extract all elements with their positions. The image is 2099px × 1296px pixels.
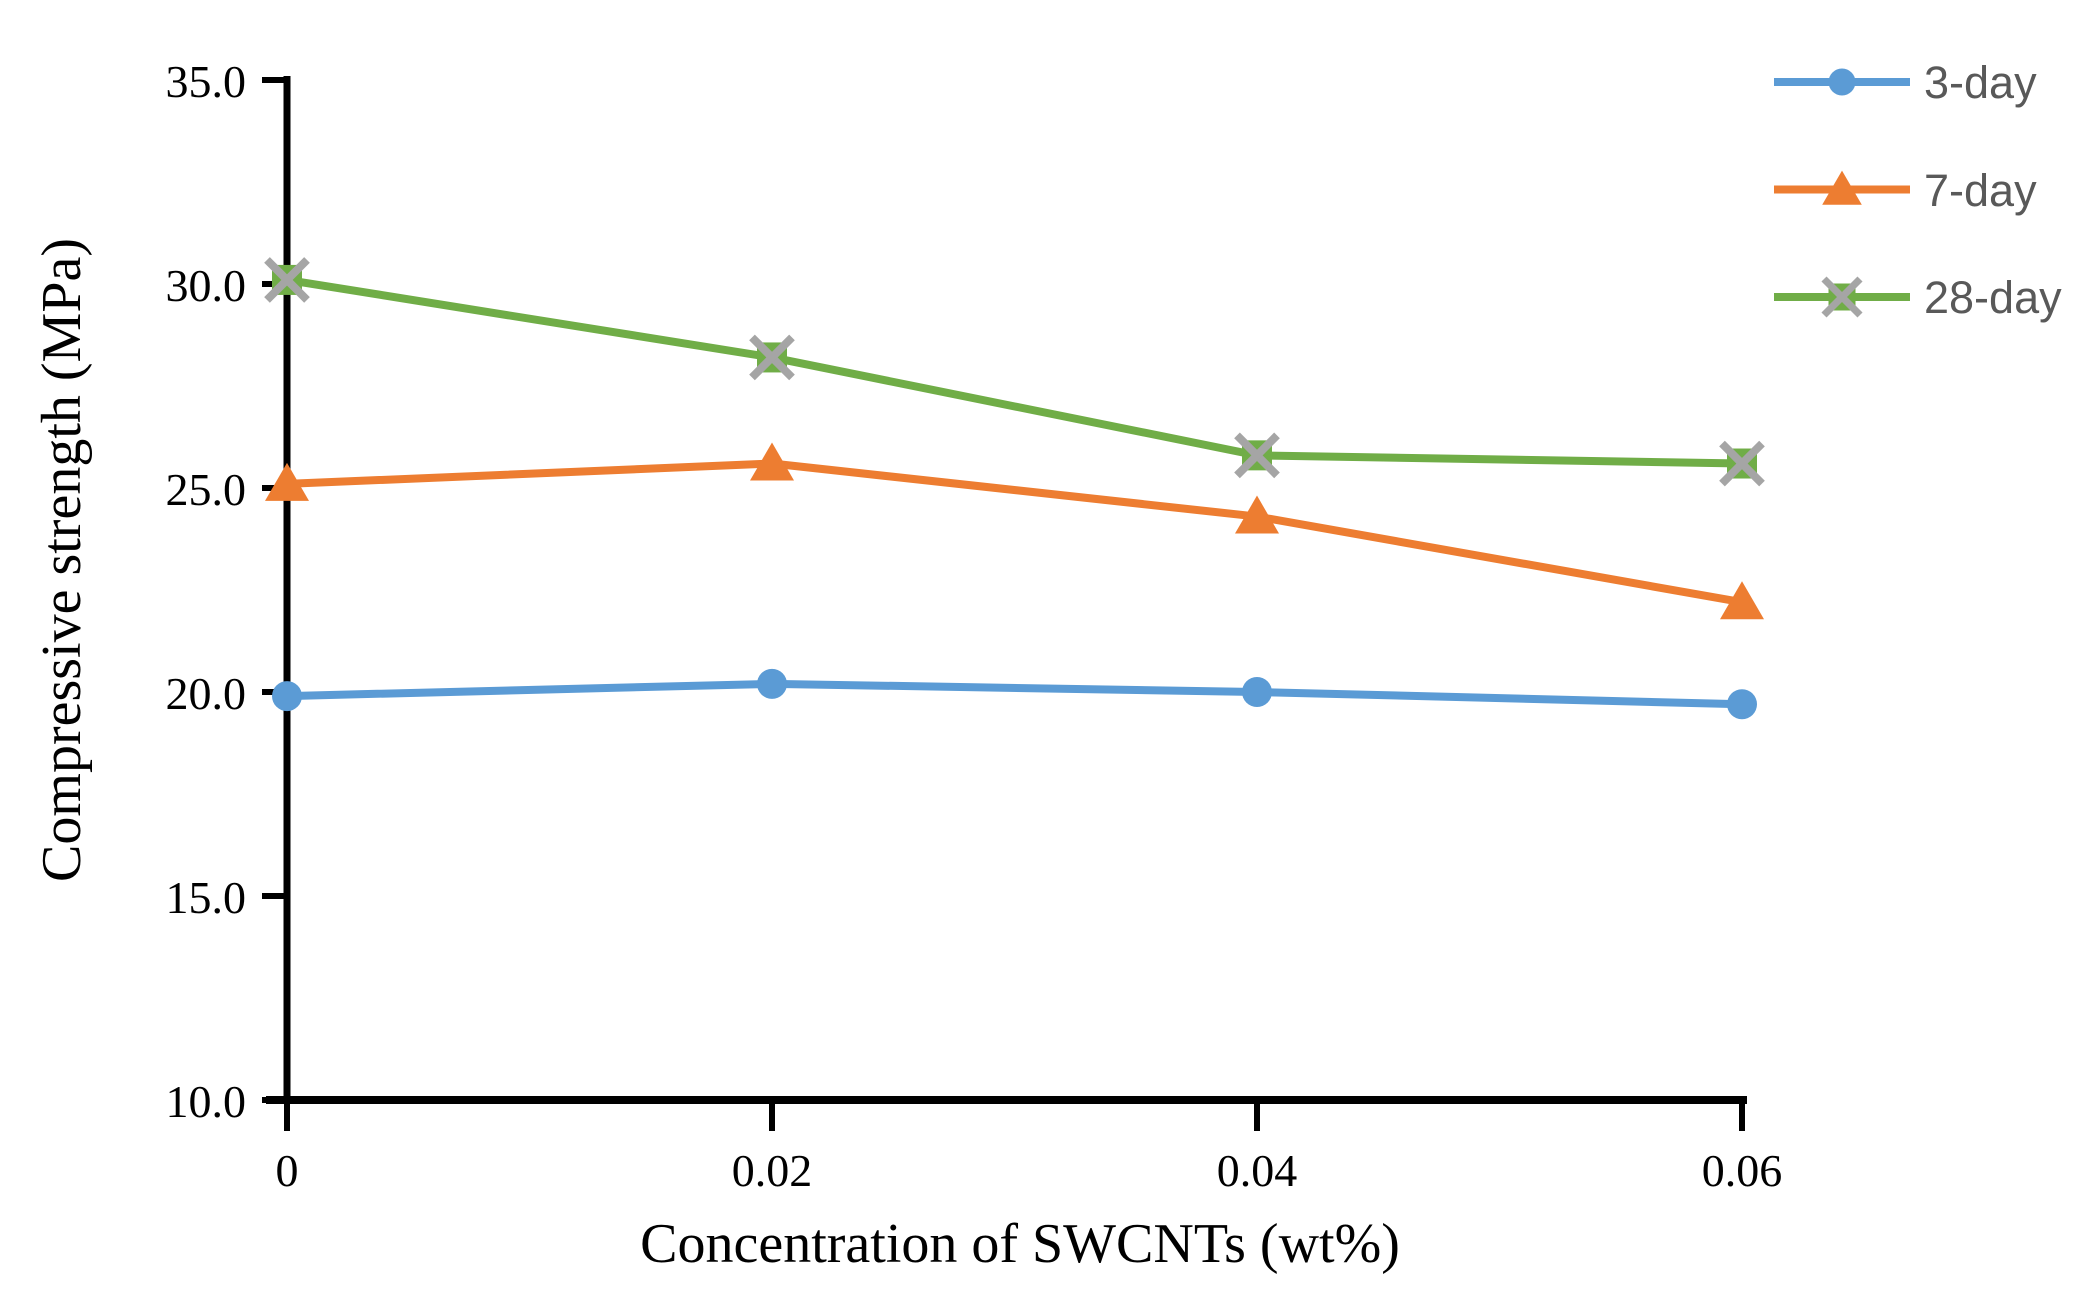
data-point-28-day-1-x-stroke xyxy=(749,334,795,381)
data-point-7-day-2 xyxy=(1235,495,1279,534)
legend-label-7-day: 7-day xyxy=(1924,165,2037,216)
data-point-7-day-0 xyxy=(265,462,309,501)
y-tick-marks xyxy=(262,77,287,1103)
data-point-28-day-3-x-stroke xyxy=(1719,440,1765,487)
legend-label-3-day: 3-day xyxy=(1924,57,2037,108)
series-line-28-day xyxy=(286,275,1743,468)
x-tick-label: 0.06 xyxy=(1702,1145,1783,1196)
y-tick-label: 20.0 xyxy=(166,668,247,719)
legend-marker-3-day xyxy=(1828,68,1856,96)
data-point-3-day-2 xyxy=(1242,677,1272,707)
data-point-7-day-3 xyxy=(1720,581,1764,620)
y-tick-label: 10.0 xyxy=(166,1076,247,1127)
x-tick-label: 0.04 xyxy=(1217,1145,1298,1196)
legend-labels: 3-day 7-day 28-day xyxy=(1924,57,2062,323)
legend-label-28-day: 28-day xyxy=(1924,272,2062,323)
y-tick-label: 30.0 xyxy=(166,260,247,311)
legend xyxy=(1774,68,1910,318)
data-point-3-day-0 xyxy=(272,681,302,712)
axes xyxy=(266,76,1747,1104)
x-tick-label: 0.02 xyxy=(732,1145,813,1196)
data-point-3-day-1 xyxy=(757,668,787,699)
y-tick-label: 15.0 xyxy=(166,872,247,923)
data-point-28-day-0-x-stroke xyxy=(264,257,310,303)
data-point-3-day-3 xyxy=(1727,689,1757,720)
x-tick-labels: 0 0.02 0.04 0.06 xyxy=(276,1145,1783,1196)
x-tick-marks xyxy=(284,1100,1745,1131)
series-line-3-day xyxy=(286,679,1743,709)
data-point-28-day-2-x-stroke xyxy=(1234,432,1280,479)
y-axis-title: Compressive strength (MPa) xyxy=(31,238,93,882)
series-line-7-day xyxy=(286,459,1743,607)
data-point-7-day-1 xyxy=(750,442,794,481)
x-axis-title: Concentration of SWCNTs (wt%) xyxy=(640,1213,1400,1275)
legend-marker-7-day xyxy=(1822,170,1862,205)
y-tick-label: 35.0 xyxy=(166,56,247,107)
legend-marker-28-day-x-stroke xyxy=(1821,276,1863,318)
y-tick-labels: 35.0 30.0 25.0 20.0 15.0 10.0 xyxy=(166,56,247,1127)
series-layer xyxy=(264,257,1765,720)
y-tick-label: 25.0 xyxy=(166,464,247,515)
x-tick-label: 0 xyxy=(276,1145,299,1196)
